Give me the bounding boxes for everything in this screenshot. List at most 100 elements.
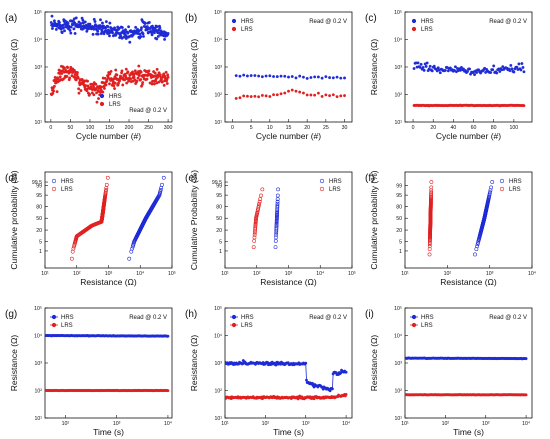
- data-point-lrs: [132, 75, 136, 79]
- data-point-lrs: [272, 93, 276, 97]
- x-axis-title: Time (s): [453, 427, 484, 437]
- panel-label: (a): [5, 13, 17, 24]
- data-point-hrs: [272, 75, 276, 78]
- x-tick-label: 100: [510, 125, 519, 131]
- data-point-hrs: [320, 76, 324, 80]
- x-tick-label: 15: [286, 125, 292, 131]
- data-point-lrs: [275, 93, 279, 97]
- data-point-hrs: [155, 25, 159, 29]
- data-point-lrs: [52, 84, 56, 88]
- panel-label: (g): [5, 309, 17, 320]
- data-point-lrs: [427, 252, 432, 257]
- data-point-lrs: [108, 72, 112, 76]
- legend-marker-lrs: [411, 26, 417, 32]
- data-point-hrs: [316, 75, 320, 79]
- y-tick-label: 10²: [395, 93, 403, 99]
- y-tick-label: 99: [216, 184, 222, 190]
- y-axis-title: Resistance (Ω): [369, 39, 379, 96]
- data-point-lrs: [256, 205, 261, 210]
- data-point-hrs: [304, 361, 308, 365]
- data-point-lrs: [162, 83, 166, 87]
- data-point-hrs: [339, 76, 343, 80]
- data-point-lrs: [68, 76, 72, 80]
- data-point-lrs: [429, 191, 433, 196]
- data-point-hrs: [324, 75, 328, 79]
- data-point-hrs: [274, 225, 279, 230]
- x-tick-label: 10¹: [41, 271, 49, 277]
- data-point-lrs: [145, 77, 149, 81]
- data-point-lrs: [139, 70, 143, 74]
- data-point-lrs: [112, 84, 116, 88]
- y-tick-label: 10⁵: [214, 10, 222, 16]
- data-point-hrs: [490, 180, 495, 184]
- data-point-hrs: [275, 210, 279, 215]
- data-point-hrs: [72, 27, 76, 31]
- x-tick-label: 10⁵: [348, 271, 356, 277]
- data-point-hrs: [158, 188, 163, 192]
- x-tick-label: 10⁴: [522, 421, 530, 427]
- data-point-lrs: [124, 67, 128, 71]
- data-point-lrs: [105, 175, 110, 180]
- data-point-lrs: [153, 71, 157, 75]
- x-tick-label: 10⁴: [342, 421, 350, 427]
- legend-marker-hrs: [231, 314, 237, 320]
- data-point-lrs: [139, 78, 143, 81]
- data-point-lrs: [55, 90, 59, 94]
- data-point-hrs: [418, 65, 422, 69]
- x-tick-label: 10³: [482, 421, 490, 427]
- data-point-hrs: [473, 252, 477, 257]
- data-point-lrs: [427, 247, 432, 252]
- data-point-lrs: [429, 188, 434, 193]
- data-point-hrs: [274, 235, 278, 240]
- series-group: [234, 73, 346, 100]
- data-point-hrs: [120, 26, 124, 29]
- data-point-lrs: [69, 256, 74, 261]
- x-tick-label: 10²: [73, 271, 81, 277]
- data-point-hrs: [119, 34, 123, 38]
- legend-marker-lrs: [411, 322, 417, 328]
- legend-label-hrs: HRS: [61, 315, 74, 321]
- data-point-hrs: [443, 68, 447, 72]
- data-point-hrs: [466, 70, 469, 73]
- data-point-lrs: [522, 104, 526, 108]
- y-tick-label: 1: [399, 249, 402, 255]
- plot-frame: [404, 171, 533, 269]
- data-point-hrs: [498, 70, 502, 73]
- data-point-lrs: [253, 94, 257, 98]
- y-tick-label: 1: [219, 249, 222, 255]
- data-point-lrs: [121, 83, 125, 87]
- x-axis-title: Cycle number (#): [436, 131, 501, 141]
- data-point-lrs: [109, 69, 113, 73]
- legend-label-lrs: LRS: [109, 102, 121, 108]
- x-tick-label: 40: [450, 125, 456, 131]
- data-point-hrs: [73, 31, 77, 35]
- data-point-lrs: [166, 73, 170, 77]
- x-tick-label: 60: [471, 125, 477, 131]
- data-point-hrs: [142, 34, 145, 38]
- data-point-hrs: [268, 74, 272, 78]
- data-point-hrs: [127, 256, 132, 261]
- data-point-hrs: [138, 32, 142, 36]
- data-point-lrs: [66, 66, 70, 70]
- x-tick-label: 10⁴: [316, 271, 324, 277]
- data-point-hrs: [77, 20, 81, 24]
- y-tick-label: 10²: [215, 93, 223, 99]
- data-point-hrs: [140, 26, 143, 30]
- data-point-hrs: [419, 62, 423, 66]
- data-point-hrs: [68, 28, 72, 32]
- data-point-lrs: [104, 188, 108, 192]
- data-point-lrs: [268, 95, 272, 98]
- y-tick-label: 80: [396, 204, 402, 210]
- data-point-lrs: [104, 83, 108, 87]
- data-point-lrs: [52, 89, 56, 93]
- data-point-lrs: [252, 235, 257, 240]
- data-point-lrs: [238, 96, 242, 100]
- y-tick-label: 10⁵: [34, 10, 42, 16]
- x-axis-title: Time (s): [273, 427, 304, 437]
- legend-marker-lrs: [231, 322, 237, 328]
- y-tick-label: 10³: [395, 65, 403, 71]
- legend-label-lrs: LRS: [61, 323, 73, 329]
- y-tick-label: 10¹: [215, 416, 223, 422]
- y-axis-title: Resistance (Ω): [9, 335, 19, 392]
- data-point-hrs: [129, 249, 134, 254]
